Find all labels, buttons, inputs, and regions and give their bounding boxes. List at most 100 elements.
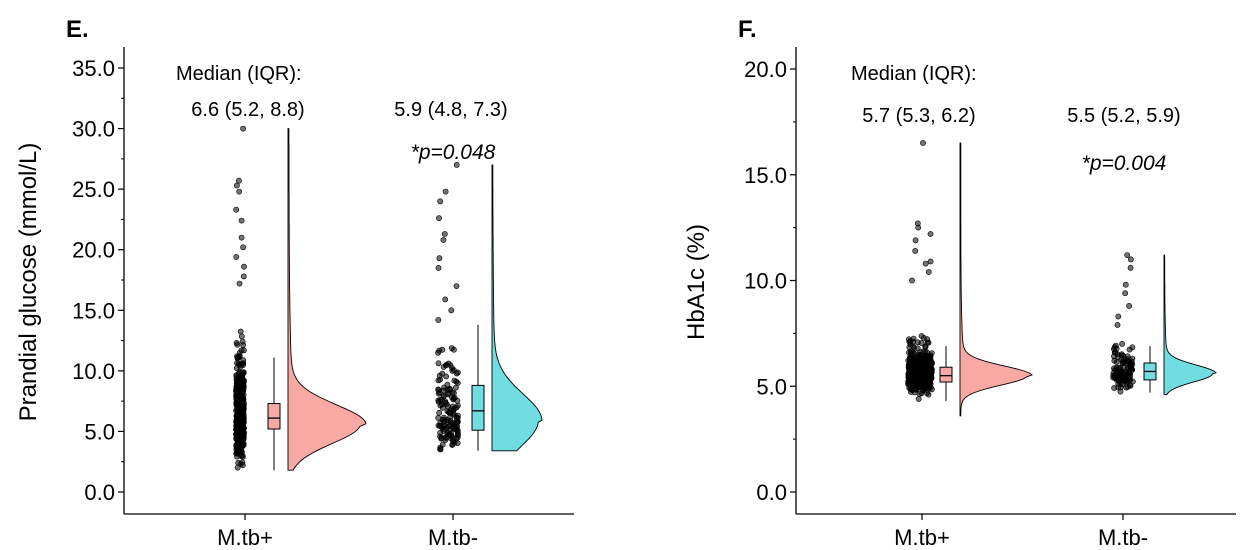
panel-f-data-point: [918, 370, 925, 377]
panel-e-data-point: [236, 280, 243, 287]
panel-f-plot-area: [905, 140, 1217, 417]
panel-e-data-point: [435, 264, 442, 271]
panel-f-data-point: [927, 358, 934, 364]
panel-f-y-tick-label: 5.0: [756, 374, 787, 399]
panel-f-data-point: [927, 370, 934, 377]
panel-f-x-tick-label: M.tb-: [1098, 525, 1148, 550]
panel-e-y-tick-label: 15.0: [72, 298, 115, 323]
panel-f-data-point: [912, 237, 919, 244]
panel-e-data-point: [435, 349, 441, 356]
panel-f-points-pos: [905, 140, 935, 402]
panel-e-data-point: [437, 429, 443, 436]
panel-f-axes: 0.0 5.0 10.0 15.0 20.0 M.tb+ M.tb-: [744, 47, 1236, 550]
panel-f-data-point: [1112, 367, 1118, 373]
panel-e-data-point: [454, 429, 461, 435]
panel-e-median-header: Median (IQR):: [176, 63, 302, 85]
panel-e-data-point: [439, 370, 446, 377]
panel-e-data-point: [452, 384, 459, 391]
panel-f-data-point: [909, 277, 915, 284]
panel-f-y-tick-label: 10.0: [744, 269, 787, 294]
panel-e-data-point: [440, 237, 447, 243]
panel-e-data-point: [238, 439, 245, 446]
panel-e-data-point: [450, 367, 457, 373]
panel-e-data-point: [233, 372, 240, 379]
panel-f-data-point: [1126, 346, 1133, 353]
panel-e-data-point: [435, 317, 442, 323]
panel-e-chart: E. Prandial glucose (mmol/L) Median (IQR…: [15, 16, 574, 550]
panel-e-y-tick-label: 10.0: [72, 359, 115, 384]
panel-f-data-point: [924, 339, 931, 346]
panel-f-annotation-neg: 5.5 (5.2, 5.9): [1067, 105, 1180, 127]
panel-f-box: [939, 366, 953, 383]
panel-e-data-point: [235, 401, 242, 408]
panel-e-annotation-neg: 5.9 (4.8, 7.3): [394, 99, 507, 121]
panel-f-data-point: [1128, 256, 1134, 263]
panel-e-violin-pos: [287, 128, 367, 471]
panel-f-data-point: [915, 396, 922, 402]
panel-f-data-point: [922, 260, 929, 267]
panel-e-data-point: [241, 263, 247, 270]
panel-f-data-point: [908, 387, 915, 393]
panel-e-data-point: [233, 206, 240, 213]
panel-e-data-point: [441, 231, 448, 237]
panel-f-data-point: [918, 333, 925, 339]
panel-e-y-tick-label: 5.0: [84, 419, 115, 444]
panel-f-data-point: [918, 382, 925, 389]
panel-f-data-point: [914, 220, 921, 227]
panel-f-chart: F. HbA1c (%) Median (IQR): 5.7 (5.3, 6.2…: [683, 16, 1236, 550]
panel-f-data-point: [927, 231, 934, 237]
panel-e-data-point: [454, 397, 461, 404]
panel-f-data-point: [912, 247, 919, 254]
panel-f-data-point: [1127, 264, 1134, 271]
panel-e-data-point: [442, 398, 449, 405]
panel-e-data-point: [448, 432, 455, 439]
panel-e-data-point: [238, 333, 245, 340]
panel-f-data-point: [921, 356, 927, 363]
panel-f-y-tick-label: 20.0: [744, 57, 787, 82]
panel-f-data-point: [920, 140, 926, 146]
panel-e-data-point: [437, 446, 444, 453]
panel-f-data-point: [1122, 281, 1129, 288]
panel-e-data-point: [234, 341, 241, 348]
panel-e-y-axis-title: Prandial glucose (mmol/L): [15, 143, 42, 422]
panel-e-data-point: [436, 255, 443, 262]
panel-f-median-header: Median (IQR):: [851, 63, 977, 85]
panel-e-data-point: [435, 398, 442, 405]
panel-e-data-point: [446, 423, 452, 430]
panel-f-data-point: [1124, 377, 1131, 383]
panel-e-data-point: [438, 435, 445, 442]
panel-f-data-point: [1115, 313, 1122, 320]
panel-f-violin-neg: [1163, 254, 1217, 396]
panel-f-label: F.: [738, 16, 757, 43]
panel-f-data-point: [927, 258, 934, 265]
panel-e-data-point: [239, 373, 246, 380]
panel-e-data-point: [444, 403, 451, 410]
panel-e-data-point: [236, 188, 243, 195]
panel-e-data-point: [435, 414, 442, 421]
panel-e-data-point: [238, 429, 245, 436]
panel-e-data-point: [442, 188, 449, 195]
panel-e-data-point: [235, 360, 242, 367]
panel-e-data-point: [240, 357, 247, 364]
panel-e-data-point: [450, 346, 457, 353]
panel-e-p-value: *p=0.048: [411, 141, 496, 164]
panel-e-data-point: [453, 414, 460, 421]
panel-e-data-point: [453, 283, 460, 289]
panel-e-data-point: [234, 395, 241, 402]
panel-e-data-point: [453, 161, 460, 168]
panel-e-data-point: [237, 328, 244, 335]
panel-e-data-point: [435, 377, 442, 384]
panel-f-data-point: [924, 390, 930, 396]
panel-e-data-point: [451, 439, 458, 446]
panel-e-data-point: [444, 417, 451, 423]
panel-e-points-pos: [233, 125, 247, 471]
panel-e-data-point: [453, 378, 460, 385]
panel-e-data-point: [439, 441, 446, 448]
panel-f-p-value: *p=0.004: [1082, 152, 1167, 175]
panel-e-violin-neg: [491, 164, 543, 452]
panel-e-box: [267, 403, 281, 430]
panel-e-axes: 0.0 5.0 10.0 15.0 20.0 25.0 30.0 35.0 M.tb+ M.tb-: [72, 47, 574, 550]
panel-e-data-point: [240, 273, 247, 280]
panel-e-data-point: [437, 198, 444, 205]
panel-f-data-point: [911, 375, 918, 382]
